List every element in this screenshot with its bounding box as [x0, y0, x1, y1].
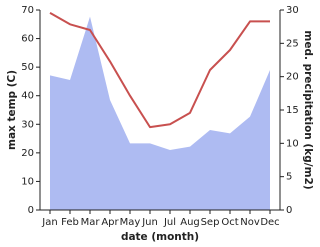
x-tick-label: Oct	[221, 217, 238, 228]
x-tick-label: Mar	[81, 217, 101, 228]
y-tick-label: 20	[21, 148, 34, 159]
x-axis-title: date (month)	[121, 231, 199, 243]
x-tick-label: Jan	[41, 217, 57, 228]
y2-tick-label: 30	[286, 5, 299, 16]
temp-line	[49, 11, 270, 129]
x-tick-label: Aug	[180, 217, 200, 228]
y2-axis-title: med. precipitation (kg/m2)	[302, 30, 314, 189]
precipitation-area	[50, 16, 270, 210]
x-tick-label: Sep	[201, 217, 220, 228]
x-tick-label: Jun	[141, 217, 158, 228]
x-tick-label: Feb	[61, 217, 79, 228]
y-tick-label: 30	[21, 119, 34, 130]
y2-tick-label: 10	[286, 138, 299, 149]
y-axis-title: max temp (C)	[6, 70, 18, 150]
y-tick-label: 50	[21, 62, 34, 73]
y-tick-label: 40	[21, 91, 34, 102]
y-tick-label: 0	[28, 205, 34, 216]
y2-tick-label: 25	[286, 38, 299, 49]
x-tick-label: Dec	[260, 217, 279, 228]
y2-tick-label: 0	[286, 205, 292, 216]
y-tick-label: 70	[21, 5, 34, 16]
y2-tick-label: 20	[286, 72, 299, 83]
x-tick-label: May	[120, 217, 141, 228]
x-tick-label: Nov	[240, 217, 260, 228]
y2-tick-label: 5	[286, 172, 292, 183]
y2-tick-label: 15	[286, 105, 299, 116]
x-tick-label: Apr	[101, 217, 119, 228]
y-tick-label: 10	[21, 176, 34, 187]
x-tick-label: Jul	[163, 217, 176, 228]
y-tick-label: 60	[21, 34, 34, 45]
